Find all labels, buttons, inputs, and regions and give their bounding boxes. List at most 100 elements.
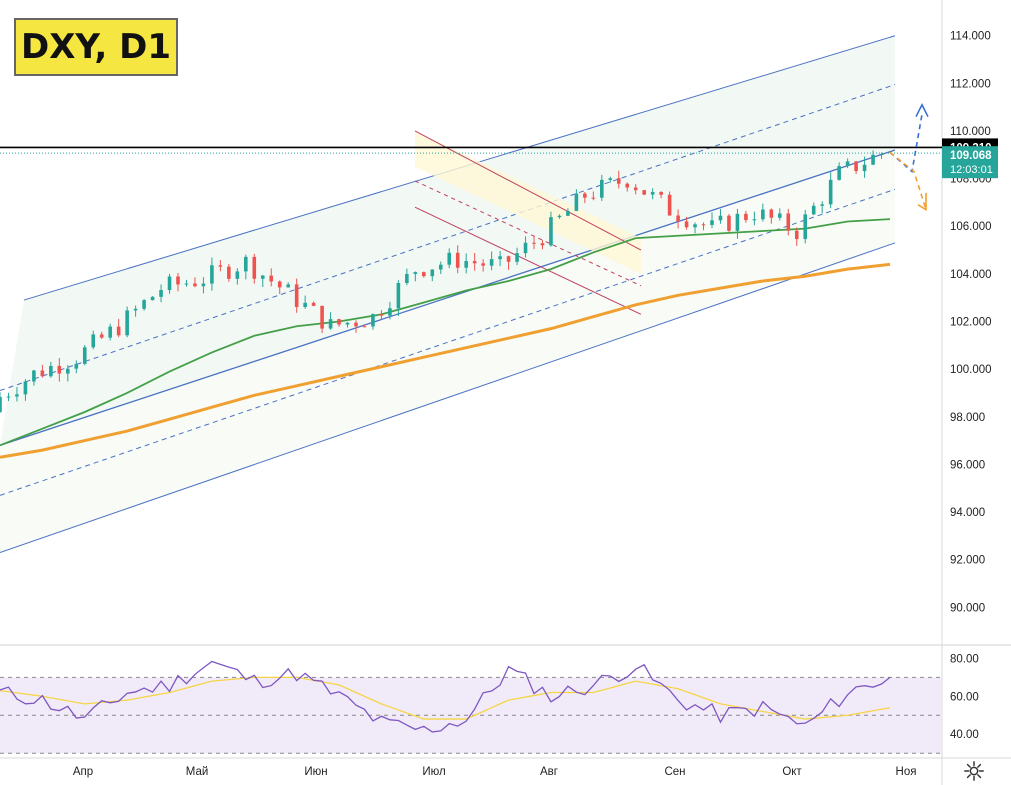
rsi-tick-label: 40.00 bbox=[950, 729, 979, 741]
ema-slow-line bbox=[0, 262, 891, 459]
candle-body bbox=[506, 256, 511, 262]
price-tick-label: 100.000 bbox=[950, 364, 992, 376]
time-tick-label: Ноя bbox=[896, 766, 917, 778]
candle-body bbox=[252, 256, 257, 279]
candle-body bbox=[260, 275, 265, 279]
candle-body bbox=[66, 368, 70, 374]
candle-body bbox=[150, 296, 155, 301]
candle-body bbox=[311, 302, 316, 306]
candle-body bbox=[667, 194, 672, 216]
candle-body bbox=[540, 243, 545, 246]
time-tick-label: Сен bbox=[664, 766, 685, 778]
candle-body bbox=[718, 215, 723, 221]
candle-body bbox=[676, 215, 680, 222]
rsi-axis[interactable]: 80.00 60.00 40.00 bbox=[950, 653, 979, 741]
candle-body bbox=[99, 334, 104, 338]
rsi-pane bbox=[0, 660, 942, 754]
flag-upper-line bbox=[414, 130, 642, 251]
flag-fill bbox=[415, 130, 641, 274]
candle-body bbox=[269, 275, 274, 282]
price-tick-label: 106.000 bbox=[950, 221, 992, 233]
candle-body bbox=[735, 213, 740, 231]
time-axis[interactable]: Апр Май Июн Июл Авг Сен Окт Ноя bbox=[73, 766, 917, 778]
time-tick-label: Май bbox=[186, 766, 209, 778]
candle-body bbox=[235, 271, 240, 279]
candle-body bbox=[108, 326, 112, 338]
candle-body bbox=[396, 283, 401, 309]
price-tick-label: 102.000 bbox=[950, 317, 992, 329]
candle-body bbox=[210, 265, 214, 284]
candle-body bbox=[303, 302, 307, 307]
candle-body bbox=[684, 221, 689, 228]
candle-body bbox=[523, 242, 528, 254]
candle-body bbox=[167, 276, 172, 291]
candle-body bbox=[286, 284, 290, 288]
candle-body bbox=[574, 193, 579, 211]
candle-body bbox=[23, 381, 28, 395]
candle-body bbox=[811, 205, 816, 215]
candle-body bbox=[862, 164, 867, 172]
candle-body bbox=[879, 153, 884, 155]
candle-body bbox=[820, 204, 824, 206]
candle-body bbox=[125, 310, 129, 336]
channel-upper-fill bbox=[0, 35, 895, 446]
candle-body bbox=[159, 290, 163, 297]
candle-body bbox=[515, 253, 519, 262]
candle-body bbox=[464, 261, 468, 268]
channel-middle-line bbox=[0, 149, 896, 446]
candle-body bbox=[761, 209, 765, 220]
candle-body bbox=[49, 365, 53, 377]
candle-body bbox=[591, 197, 596, 199]
gear-icon[interactable] bbox=[962, 760, 986, 782]
price-tick-label: 94.000 bbox=[950, 507, 985, 519]
candle-body bbox=[650, 192, 655, 195]
time-tick-label: Авг bbox=[540, 766, 558, 778]
flag-mid-line bbox=[414, 180, 642, 287]
candle-body bbox=[362, 326, 367, 328]
candle-body bbox=[354, 322, 358, 327]
price-tick-label: 90.000 bbox=[950, 602, 985, 614]
candle-body bbox=[244, 256, 248, 272]
candle-body bbox=[57, 365, 62, 374]
candle-body bbox=[642, 190, 646, 195]
candle-body bbox=[430, 269, 435, 277]
candle-body bbox=[379, 314, 384, 316]
candle-body bbox=[583, 193, 587, 198]
candle-body bbox=[184, 283, 189, 285]
candle-body bbox=[837, 166, 841, 180]
candle-body bbox=[845, 161, 850, 167]
candle-body bbox=[337, 319, 341, 325]
candle-body bbox=[693, 224, 697, 228]
price-tick-label: 92.000 bbox=[950, 555, 985, 567]
bearish-arrowhead bbox=[917, 192, 927, 211]
price-axis[interactable]: 114.000112.000110.000108.000106.000104.0… bbox=[942, 31, 998, 615]
candle-body bbox=[388, 308, 392, 316]
candle-body bbox=[608, 178, 613, 180]
candle-body bbox=[74, 363, 79, 369]
channel-lower-mid-line bbox=[0, 188, 896, 496]
candle-body bbox=[201, 283, 206, 287]
candle-body bbox=[91, 334, 96, 348]
candle-body bbox=[710, 220, 714, 225]
candle-body bbox=[472, 261, 477, 264]
candle-body bbox=[557, 215, 562, 218]
candle-body bbox=[345, 322, 350, 325]
candle-body bbox=[727, 215, 731, 231]
candle-body bbox=[227, 266, 231, 279]
candle-body bbox=[600, 179, 604, 198]
candle-body bbox=[32, 370, 36, 382]
candle-body bbox=[0, 396, 2, 412]
price-tick-label: 98.000 bbox=[950, 412, 985, 424]
symbol-title-badge: DXY, D1 bbox=[14, 18, 178, 76]
candle-body bbox=[294, 284, 299, 307]
candle-body bbox=[455, 252, 460, 268]
bearish-projection-arrow bbox=[889, 151, 927, 210]
candle-body bbox=[489, 259, 494, 266]
ema-fast-line bbox=[0, 218, 891, 447]
channel-lower-line bbox=[0, 242, 896, 553]
candle-body bbox=[803, 214, 808, 240]
candle-body bbox=[769, 209, 774, 218]
candle-body bbox=[625, 183, 630, 188]
price-tick-label: 112.000 bbox=[950, 78, 991, 90]
